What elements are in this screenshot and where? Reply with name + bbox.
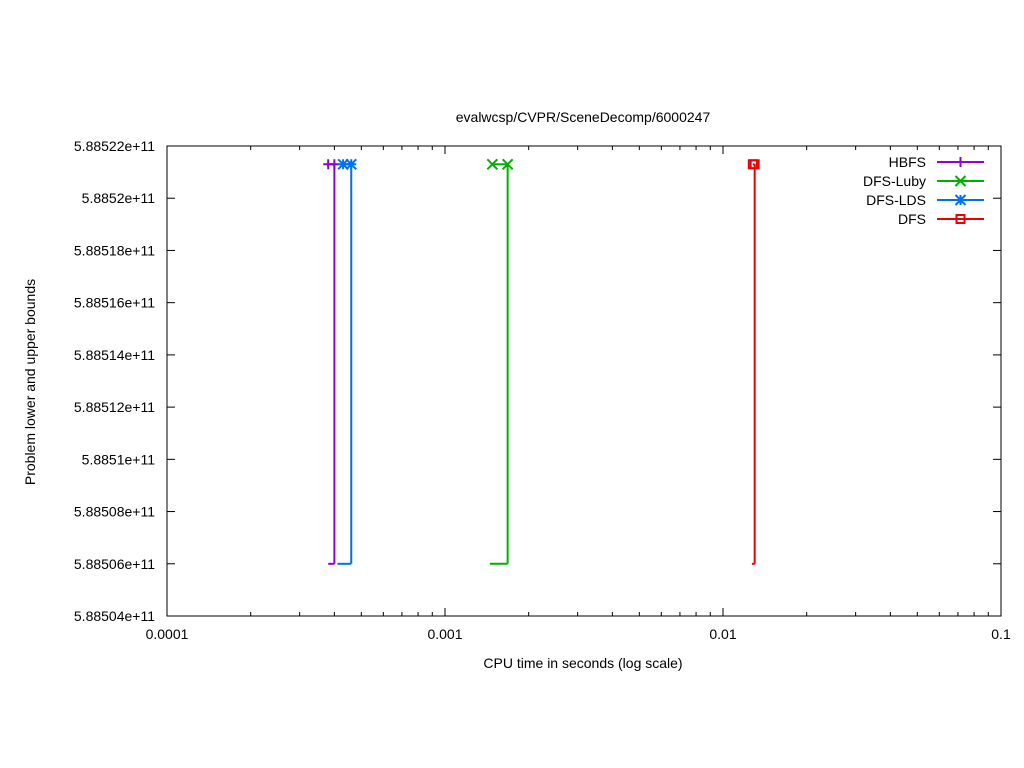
legend: HBFS DFS-Luby DFS-LDS DFS bbox=[863, 154, 984, 227]
y-tick-label: 5.88514e+11 bbox=[74, 347, 155, 363]
marker-cross bbox=[954, 175, 967, 187]
marker-square bbox=[955, 214, 966, 224]
x-tick-label: 0.001 bbox=[427, 626, 462, 642]
y-tick-label: 5.88518e+11 bbox=[74, 242, 155, 258]
series-dfs-lds bbox=[337, 158, 357, 565]
series-hbfs bbox=[323, 159, 340, 565]
marker-square bbox=[749, 159, 760, 170]
y-tick-label: 5.8852e+11 bbox=[82, 190, 156, 206]
y-tick-label: 5.88508e+11 bbox=[74, 504, 155, 520]
plot-series bbox=[323, 158, 760, 565]
marker-plus bbox=[955, 157, 966, 167]
y-tick-label: 5.88516e+11 bbox=[74, 295, 155, 311]
marker-star bbox=[954, 194, 967, 206]
x-axis-title: CPU time in seconds (log scale) bbox=[483, 655, 682, 671]
legend-label: DFS-Luby bbox=[863, 173, 926, 189]
series-dfs-luby bbox=[486, 158, 514, 565]
axis-ticks: 5.88504e+11 5.88506e+11 5.88508e+11 5.8851e… bbox=[74, 138, 1011, 642]
plot-frame bbox=[166, 145, 1002, 617]
x-tick-label: 0.1 bbox=[991, 626, 1011, 642]
marker-cross bbox=[486, 158, 499, 170]
marker-plus bbox=[329, 159, 340, 170]
legend-label: DFS-LDS bbox=[866, 192, 926, 208]
chart-title: evalwcsp/CVPR/SceneDecomp/6000247 bbox=[456, 109, 711, 125]
series-dfs bbox=[747, 159, 760, 565]
y-axis-title: Problem lower and upper bounds bbox=[22, 279, 38, 485]
x-tick-label: 0.01 bbox=[709, 626, 736, 642]
legend-label: HBFS bbox=[889, 154, 926, 170]
y-tick-label: 5.88522e+11 bbox=[74, 138, 155, 154]
y-tick-label: 5.8851e+11 bbox=[82, 451, 156, 467]
y-tick-label: 5.88512e+11 bbox=[74, 399, 155, 415]
marker-star bbox=[337, 158, 349, 170]
marker-star bbox=[345, 158, 357, 170]
y-tick-label: 5.88506e+11 bbox=[74, 556, 155, 572]
marker-cross bbox=[501, 158, 514, 170]
legend-label: DFS bbox=[898, 211, 926, 227]
y-tick-label: 5.88504e+11 bbox=[74, 608, 155, 624]
x-tick-label: 0.0001 bbox=[146, 626, 189, 642]
